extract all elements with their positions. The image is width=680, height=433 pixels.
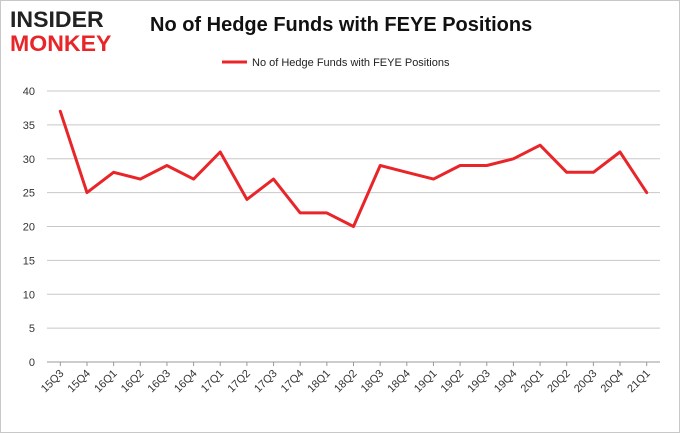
series-layer [58,109,649,228]
x-tick-label: 15Q4 [66,368,94,396]
y-tick-label: 30 [23,154,35,166]
x-tick-label: 18Q2 [332,368,360,396]
data-point [246,198,248,200]
x-tick-label: 18Q4 [385,368,413,396]
legend-label: No of Hedge Funds with FEYE Positions [252,57,450,69]
x-tick-label: 19Q1 [412,368,440,396]
data-point [166,165,168,167]
data-point [139,178,141,180]
data-point [353,226,354,227]
x-tick-label: 19Q2 [439,368,467,396]
data-point [539,144,541,146]
data-point [193,178,195,180]
x-tick-label: 19Q4 [492,368,520,396]
x-tick-label: 17Q4 [279,368,307,396]
data-point [592,171,594,173]
x-tick-label: 18Q1 [305,368,333,396]
data-point [486,165,488,167]
data-point [59,110,61,112]
data-point [113,171,115,173]
x-tick-label: 19Q3 [465,368,493,396]
data-point [326,212,328,214]
y-tick-label: 35 [23,120,35,132]
x-tick-label: 16Q1 [92,368,120,396]
y-axis-ticks: 0 5 10 15 20 25 30 35 40 [23,86,35,369]
y-tick-label: 0 [29,357,35,369]
y-tick-label: 10 [23,289,35,301]
series-line [58,109,649,228]
y-tick-label: 15 [23,255,35,267]
x-tick-label: 17Q2 [225,368,253,396]
y-tick-label: 40 [23,86,35,98]
y-tick-label: 5 [29,323,35,335]
y-tick-label: 25 [23,188,35,200]
data-point [646,192,648,194]
data-point [86,192,88,194]
data-point [459,165,461,167]
x-tick-label: 16Q2 [119,368,147,396]
logo-line-2: MONKEY [10,31,112,56]
data-point [619,151,621,153]
logo-line-1: INSIDER [10,7,104,32]
chart-title: No of Hedge Funds with FEYE Positions [150,14,533,36]
data-point [566,171,568,173]
insider-monkey-logo: INSIDER MONKEY [10,7,130,57]
x-tick-label: 20Q1 [519,368,547,396]
legend: No of Hedge Funds with FEYE Positions [222,57,450,69]
x-tick-label: 15Q3 [39,368,67,396]
x-tick-label: 17Q3 [252,368,280,396]
data-point [512,158,514,160]
data-point [273,178,275,180]
x-tick-label: 20Q2 [545,368,573,396]
data-point [219,151,221,153]
y-tick-label: 20 [23,222,35,234]
x-tick-label: 17Q1 [199,368,227,396]
x-tick-label: 20Q4 [599,368,627,396]
data-point [379,165,381,167]
x-tick-label: 16Q4 [172,368,200,396]
x-tick-label: 18Q3 [359,368,387,396]
x-tick-label: 20Q3 [572,368,600,396]
data-point [432,178,434,180]
data-point [406,171,408,173]
x-axis-ticks: 15Q3 15Q4 16Q1 16Q2 16Q3 16Q4 17Q1 17Q2 17Q3 17Q4… [39,362,653,395]
x-tick-label: 21Q1 [625,368,653,396]
x-tick-label: 16Q3 [146,368,174,396]
data-point [299,212,301,214]
